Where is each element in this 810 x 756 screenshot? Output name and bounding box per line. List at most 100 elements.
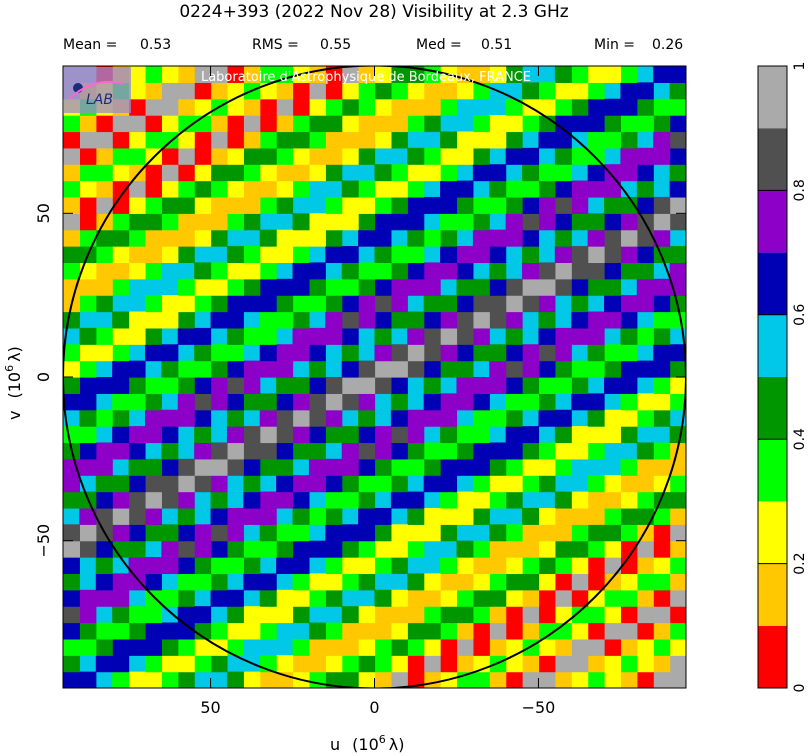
heatmap-cell bbox=[194, 344, 212, 362]
heatmap-cell bbox=[636, 638, 654, 656]
heatmap-cell bbox=[554, 360, 572, 378]
heatmap-cell bbox=[95, 655, 113, 673]
heatmap-cell bbox=[243, 458, 261, 476]
heatmap-cell bbox=[177, 638, 195, 656]
heatmap-cell bbox=[95, 557, 113, 575]
heatmap-cell bbox=[210, 164, 228, 182]
heatmap-cell bbox=[292, 409, 310, 427]
heatmap-cell bbox=[292, 98, 310, 116]
heatmap-cell bbox=[636, 557, 654, 575]
heatmap-cell bbox=[325, 311, 343, 329]
heatmap-cell bbox=[374, 442, 392, 460]
heatmap-cell bbox=[390, 246, 408, 264]
heatmap-cell bbox=[522, 442, 540, 460]
heatmap-cell bbox=[194, 98, 212, 116]
heatmap-cell bbox=[456, 507, 474, 525]
heatmap-cell bbox=[522, 213, 540, 231]
heatmap-cell bbox=[440, 507, 458, 525]
heatmap-cell bbox=[374, 262, 392, 280]
heatmap-cell bbox=[128, 327, 146, 345]
heatmap-cell bbox=[472, 671, 490, 688]
heatmap-cell bbox=[210, 491, 228, 509]
heatmap-cell bbox=[128, 196, 146, 214]
heatmap-cell bbox=[390, 491, 408, 509]
heatmap-cell bbox=[456, 377, 474, 394]
heatmap-cell bbox=[571, 606, 589, 624]
heatmap-cell bbox=[144, 409, 162, 427]
heatmap-cell bbox=[177, 327, 195, 345]
heatmap-cell bbox=[374, 180, 392, 198]
stats-row: Mean = 0.53 RMS = 0.55 Med = 0.51 Min = … bbox=[63, 37, 683, 53]
y-tick-label: −50 bbox=[34, 524, 53, 558]
heatmap-cell bbox=[112, 278, 130, 296]
heatmap-cell bbox=[63, 196, 80, 214]
heatmap-cell bbox=[669, 573, 686, 591]
heatmap-cell bbox=[538, 98, 556, 116]
heatmap-cell bbox=[144, 196, 162, 214]
heatmap-cell bbox=[292, 327, 310, 345]
heatmap-cell bbox=[226, 295, 244, 313]
heatmap-cell bbox=[522, 360, 540, 378]
heatmap-cell bbox=[341, 638, 359, 656]
heatmap-cell bbox=[177, 229, 195, 247]
heatmap-cell bbox=[653, 278, 671, 296]
visibility-heatmap bbox=[63, 66, 686, 688]
colorbar-tick-label: 0.8 bbox=[792, 179, 808, 201]
heatmap-cell bbox=[374, 589, 392, 607]
heatmap-cell bbox=[554, 540, 572, 558]
heatmap-cell bbox=[341, 327, 359, 345]
heatmap-cell bbox=[63, 638, 80, 656]
heatmap-cell bbox=[194, 655, 212, 673]
heatmap-cell bbox=[554, 606, 572, 624]
heatmap-cell bbox=[489, 557, 507, 575]
heatmap-cell bbox=[374, 475, 392, 493]
heatmap-cell bbox=[161, 540, 179, 558]
heatmap-cell bbox=[243, 426, 261, 444]
heatmap-cell bbox=[243, 115, 261, 133]
heatmap-cell bbox=[276, 557, 294, 575]
heatmap-cell bbox=[522, 246, 540, 264]
heatmap-cell bbox=[505, 327, 523, 345]
heatmap-cell bbox=[407, 426, 425, 444]
heatmap-cell bbox=[423, 458, 441, 476]
heatmap-cell bbox=[128, 229, 146, 247]
heatmap-cell bbox=[128, 524, 146, 542]
heatmap-cell bbox=[194, 442, 212, 460]
heatmap-cell bbox=[472, 278, 490, 296]
heatmap-cell bbox=[325, 327, 343, 345]
heatmap-cell bbox=[390, 196, 408, 214]
heatmap-cell bbox=[358, 458, 376, 476]
heatmap-cell bbox=[308, 131, 326, 149]
heatmap-cell bbox=[440, 262, 458, 280]
x-tick-label: −50 bbox=[522, 698, 556, 717]
colorbar-segment bbox=[758, 377, 787, 440]
heatmap-cell bbox=[308, 229, 326, 247]
heatmap-cell bbox=[554, 426, 572, 444]
heatmap-cell bbox=[95, 262, 113, 280]
heatmap-cell bbox=[358, 507, 376, 525]
heatmap-cell bbox=[390, 82, 408, 100]
heatmap-cell bbox=[210, 229, 228, 247]
heatmap-cell bbox=[669, 311, 686, 329]
heatmap-cell bbox=[472, 557, 490, 575]
heatmap-cell bbox=[308, 393, 326, 411]
heatmap-cell bbox=[177, 82, 195, 100]
heatmap-cell bbox=[292, 606, 310, 624]
heatmap-cell bbox=[112, 377, 130, 394]
heatmap-cell bbox=[390, 115, 408, 133]
heatmap-cell bbox=[456, 491, 474, 509]
heatmap-cell bbox=[554, 66, 572, 83]
heatmap-cell bbox=[390, 655, 408, 673]
heatmap-cell bbox=[653, 98, 671, 116]
heatmap-cell bbox=[620, 606, 638, 624]
heatmap-cell bbox=[210, 82, 228, 100]
heatmap-cell bbox=[308, 377, 326, 394]
heatmap-cell bbox=[604, 622, 622, 640]
heatmap-cell bbox=[587, 409, 605, 427]
heatmap-cell bbox=[571, 507, 589, 525]
heatmap-cell bbox=[128, 246, 146, 264]
heatmap-cell bbox=[456, 311, 474, 329]
heatmap-cell bbox=[79, 507, 97, 525]
heatmap-cell bbox=[636, 458, 654, 476]
heatmap-cell bbox=[308, 442, 326, 460]
